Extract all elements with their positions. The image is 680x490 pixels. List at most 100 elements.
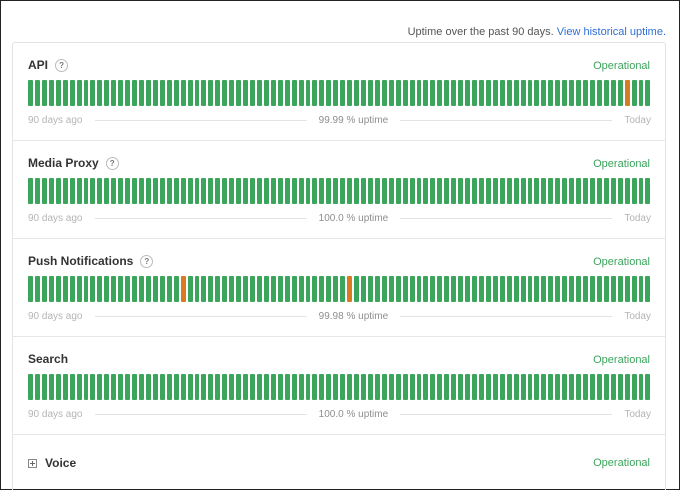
uptime-bar[interactable] <box>603 276 609 302</box>
uptime-bar[interactable] <box>284 374 290 400</box>
uptime-bar[interactable] <box>48 276 54 302</box>
uptime-bar[interactable] <box>333 374 339 400</box>
uptime-bar[interactable] <box>638 276 644 302</box>
uptime-bar[interactable] <box>243 80 248 106</box>
uptime-bar[interactable] <box>69 80 75 106</box>
uptime-bar[interactable] <box>118 178 124 204</box>
uptime-bar[interactable] <box>555 374 561 400</box>
uptime-bar[interactable] <box>589 80 595 106</box>
uptime-bar[interactable] <box>326 374 332 400</box>
question-icon[interactable]: ? <box>140 254 154 268</box>
uptime-bar[interactable] <box>139 178 144 204</box>
uptime-bar[interactable] <box>402 374 408 400</box>
uptime-bar[interactable] <box>416 374 422 400</box>
uptime-bar[interactable] <box>485 80 491 106</box>
uptime-bar[interactable] <box>208 374 214 400</box>
uptime-bar[interactable] <box>423 178 429 204</box>
uptime-bar[interactable] <box>28 178 33 204</box>
uptime-bar[interactable] <box>55 276 61 302</box>
uptime-bar[interactable] <box>62 80 68 106</box>
uptime-bar[interactable] <box>83 178 89 204</box>
uptime-bar[interactable] <box>55 80 61 106</box>
uptime-bar[interactable] <box>555 80 561 106</box>
uptime-bar[interactable] <box>222 178 228 204</box>
uptime-bar[interactable] <box>208 178 214 204</box>
uptime-bar[interactable] <box>478 80 484 106</box>
uptime-bar[interactable] <box>139 80 144 106</box>
uptime-bar[interactable] <box>631 80 637 106</box>
uptime-bar[interactable] <box>492 80 498 106</box>
uptime-bar[interactable] <box>229 374 235 400</box>
uptime-bar[interactable] <box>28 276 33 302</box>
uptime-bar[interactable] <box>326 178 332 204</box>
uptime-bar[interactable] <box>340 178 346 204</box>
uptime-bar[interactable] <box>319 276 325 302</box>
uptime-bar[interactable] <box>610 80 616 106</box>
uptime-bar[interactable] <box>180 374 186 400</box>
uptime-bar[interactable] <box>367 276 373 302</box>
uptime-bar[interactable] <box>527 374 533 400</box>
uptime-bar[interactable] <box>208 276 214 302</box>
uptime-bar[interactable] <box>256 178 262 204</box>
uptime-bar[interactable] <box>298 276 304 302</box>
uptime-bar[interactable] <box>395 276 401 302</box>
uptime-bar[interactable] <box>62 178 68 204</box>
uptime-bar[interactable] <box>617 80 623 106</box>
uptime-bar[interactable] <box>333 276 339 302</box>
uptime-bar[interactable] <box>367 374 373 400</box>
uptime-bar[interactable] <box>562 80 568 106</box>
uptime-bar[interactable] <box>527 178 533 204</box>
uptime-bar[interactable] <box>576 80 581 106</box>
uptime-bar[interactable] <box>347 374 353 400</box>
uptime-bar[interactable] <box>423 374 429 400</box>
uptime-bar[interactable] <box>139 374 144 400</box>
uptime-bar[interactable] <box>173 374 179 400</box>
uptime-bar[interactable] <box>513 276 519 302</box>
uptime-bar[interactable] <box>145 374 151 400</box>
uptime-bar[interactable] <box>569 374 575 400</box>
uptime-bar[interactable] <box>472 80 477 106</box>
uptime-bar[interactable] <box>576 178 581 204</box>
uptime-bar[interactable] <box>465 80 470 106</box>
uptime-bar[interactable] <box>388 374 394 400</box>
uptime-bar[interactable] <box>458 80 464 106</box>
uptime-bar[interactable] <box>104 276 110 302</box>
uptime-bar[interactable] <box>291 80 297 106</box>
uptime-bar[interactable] <box>395 178 401 204</box>
uptime-bar[interactable] <box>90 276 96 302</box>
uptime-bar[interactable] <box>250 178 255 204</box>
uptime-bar[interactable] <box>416 178 422 204</box>
uptime-bar[interactable] <box>201 80 207 106</box>
uptime-bar[interactable] <box>583 276 588 302</box>
uptime-bar[interactable] <box>187 276 193 302</box>
uptime-bar[interactable] <box>506 80 512 106</box>
uptime-bar[interactable] <box>118 374 124 400</box>
uptime-bar[interactable] <box>492 276 498 302</box>
uptime-bar[interactable] <box>55 178 61 204</box>
uptime-bar[interactable] <box>562 276 568 302</box>
uptime-bar[interactable] <box>215 276 221 302</box>
uptime-bar[interactable] <box>444 276 450 302</box>
uptime-bar[interactable] <box>610 178 616 204</box>
uptime-bar[interactable] <box>596 80 602 106</box>
uptime-bar[interactable] <box>499 178 505 204</box>
uptime-bar[interactable] <box>222 374 228 400</box>
uptime-bar[interactable] <box>409 374 415 400</box>
uptime-bar[interactable] <box>277 80 283 106</box>
uptime-bar[interactable] <box>90 80 96 106</box>
uptime-bar[interactable] <box>548 80 554 106</box>
uptime-bar[interactable] <box>312 374 318 400</box>
uptime-bar[interactable] <box>312 80 318 106</box>
uptime-bar[interactable] <box>541 276 547 302</box>
uptime-bar[interactable] <box>527 80 533 106</box>
uptime-bar[interactable] <box>277 374 283 400</box>
uptime-bar[interactable] <box>180 80 186 106</box>
uptime-bar[interactable] <box>319 178 325 204</box>
uptime-bar[interactable] <box>48 80 54 106</box>
uptime-bar[interactable] <box>125 276 131 302</box>
uptime-bar[interactable] <box>201 178 207 204</box>
uptime-bar[interactable] <box>409 80 415 106</box>
uptime-bar[interactable] <box>34 374 40 400</box>
uptime-bar[interactable] <box>222 80 228 106</box>
uptime-bar[interactable] <box>645 80 651 106</box>
